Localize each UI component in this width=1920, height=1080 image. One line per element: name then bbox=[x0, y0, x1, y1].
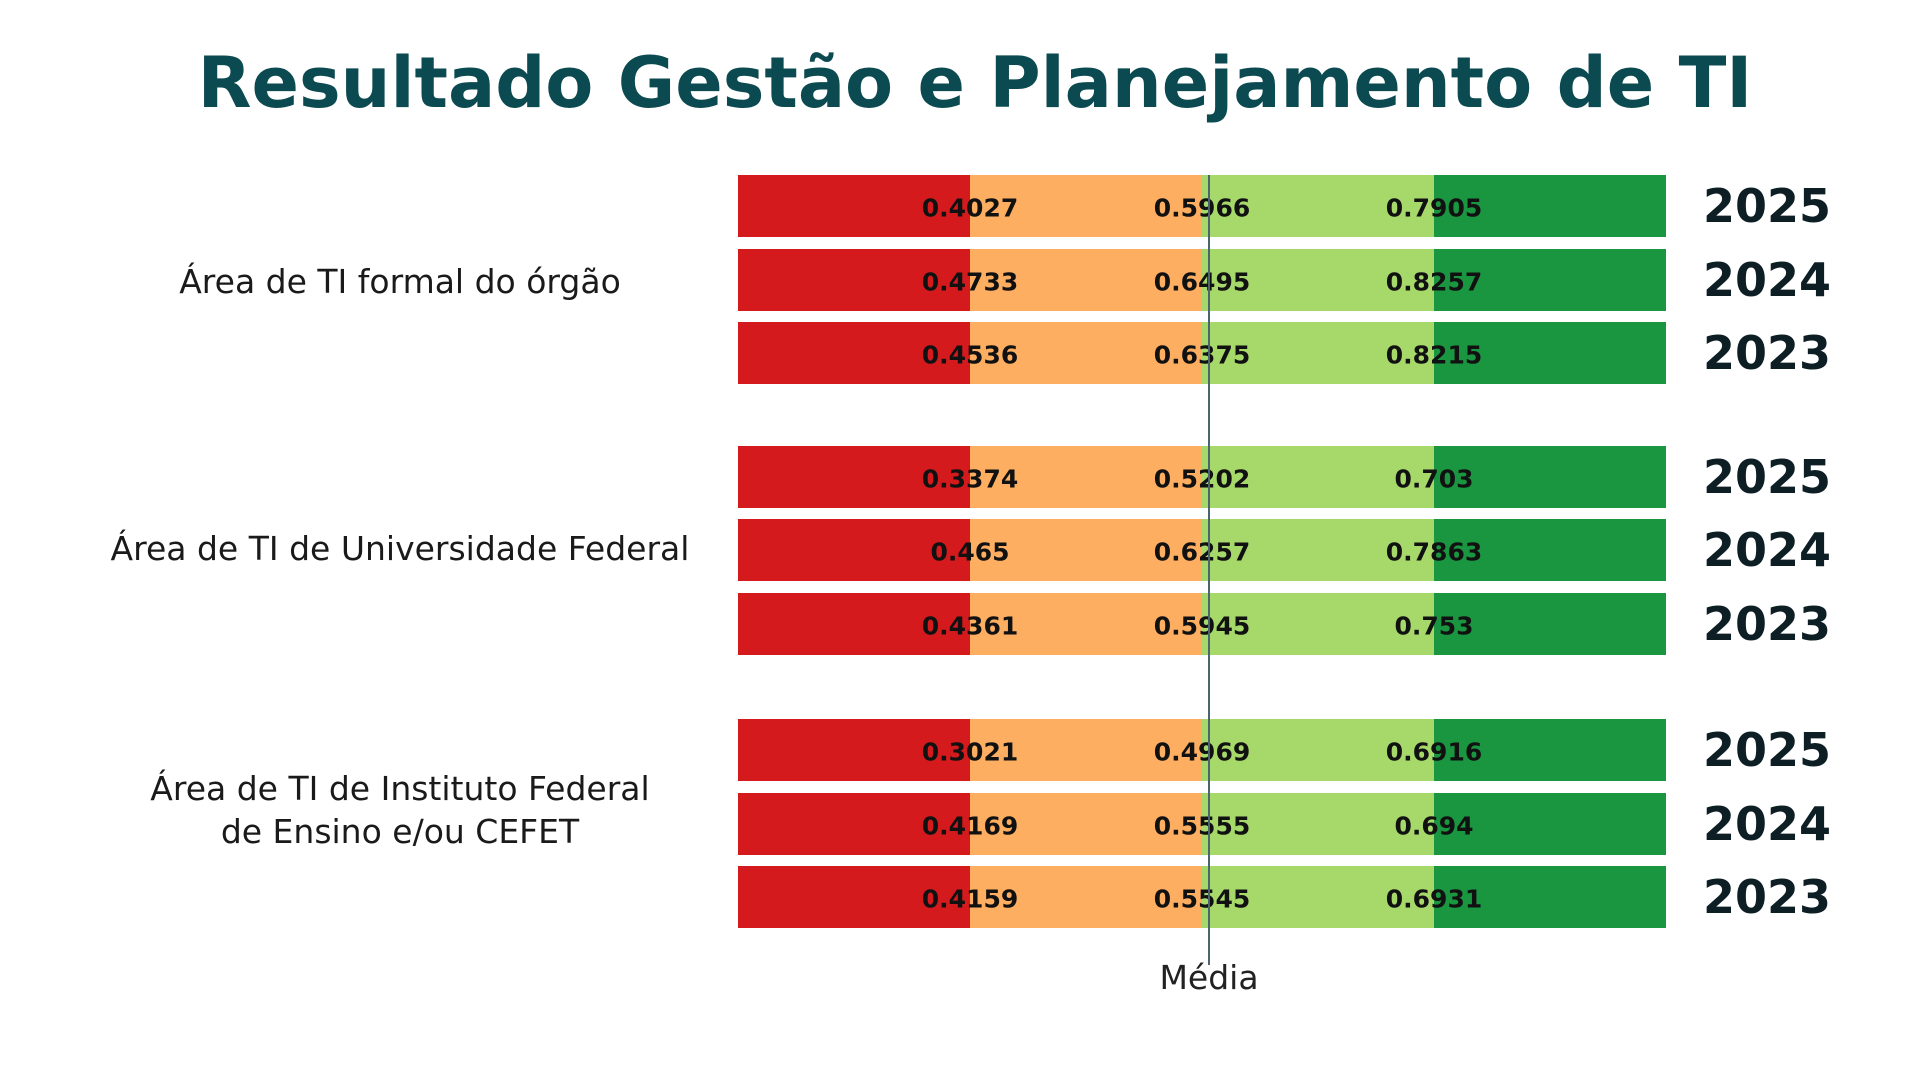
year-label: 2023 bbox=[1702, 326, 1832, 380]
bar-segment bbox=[738, 175, 970, 237]
data-label-q3: 0.7863 bbox=[1385, 537, 1483, 567]
bar-row bbox=[738, 866, 1666, 928]
data-label-q3: 0.8257 bbox=[1385, 267, 1483, 297]
bar-segment bbox=[970, 249, 1202, 311]
bar-row bbox=[738, 446, 1666, 508]
bar-segment bbox=[1434, 866, 1666, 928]
bar-row bbox=[738, 793, 1666, 855]
bar-segment bbox=[738, 719, 970, 781]
data-label-media: 0.5966 bbox=[1153, 193, 1251, 223]
data-label-q1: 0.4536 bbox=[921, 340, 1019, 370]
data-label-q3: 0.6931 bbox=[1385, 884, 1483, 914]
group-label: Área de TI formal do órgão bbox=[179, 261, 621, 301]
data-label-q1: 0.465 bbox=[930, 537, 1010, 567]
year-label: 2024 bbox=[1702, 253, 1832, 307]
data-label-media: 0.5945 bbox=[1153, 611, 1251, 641]
data-label-media: 0.6495 bbox=[1153, 267, 1251, 297]
data-label-media: 0.5555 bbox=[1153, 811, 1251, 841]
bar-segment bbox=[738, 249, 970, 311]
bar-segment bbox=[1202, 519, 1434, 581]
data-label-media: 0.5545 bbox=[1153, 884, 1251, 914]
bar-segment bbox=[1434, 793, 1666, 855]
bar-row bbox=[738, 719, 1666, 781]
bar-segment bbox=[970, 719, 1202, 781]
bar-segment bbox=[1434, 719, 1666, 781]
data-label-q1: 0.4027 bbox=[921, 193, 1019, 223]
data-label-q1: 0.4361 bbox=[921, 611, 1019, 641]
bar-segment bbox=[1202, 593, 1434, 655]
data-label-q3: 0.6916 bbox=[1385, 737, 1483, 767]
bar-segment bbox=[1202, 866, 1434, 928]
bar-segment bbox=[1434, 446, 1666, 508]
year-label: 2023 bbox=[1702, 597, 1832, 651]
year-label: 2025 bbox=[1702, 723, 1832, 777]
bar-segment bbox=[970, 793, 1202, 855]
bar-segment bbox=[1434, 175, 1666, 237]
bar-row bbox=[738, 593, 1666, 655]
chart-title: Resultado Gestão e Planejamento de TI bbox=[197, 42, 1753, 124]
bar-segment bbox=[1202, 719, 1434, 781]
bar-row bbox=[738, 175, 1666, 237]
year-label: 2023 bbox=[1702, 870, 1832, 924]
bar-segment bbox=[1434, 322, 1666, 384]
data-label-q1: 0.4733 bbox=[921, 267, 1019, 297]
data-label-q1: 0.3374 bbox=[921, 464, 1019, 494]
bar-segment bbox=[1202, 446, 1434, 508]
data-label-q3: 0.7905 bbox=[1385, 193, 1483, 223]
bar-segment bbox=[1202, 175, 1434, 237]
data-label-media: 0.4969 bbox=[1153, 737, 1251, 767]
bar-row bbox=[738, 322, 1666, 384]
data-label-q1: 0.4169 bbox=[921, 811, 1019, 841]
bar-segment bbox=[970, 446, 1202, 508]
data-label-media: 0.6257 bbox=[1153, 537, 1251, 567]
bar-segment bbox=[1434, 249, 1666, 311]
median-label: Média bbox=[1159, 958, 1259, 997]
bar-segment bbox=[738, 793, 970, 855]
data-label-q1: 0.4159 bbox=[921, 884, 1019, 914]
bar-segment bbox=[970, 866, 1202, 928]
bar-segment bbox=[1434, 593, 1666, 655]
bar-segment bbox=[738, 519, 970, 581]
group-label: Área de TI de Instituto Federal de Ensin… bbox=[150, 769, 650, 851]
group-label: Área de TI de Universidade Federal bbox=[110, 528, 690, 568]
bar-segment bbox=[738, 593, 970, 655]
bar-segment bbox=[970, 519, 1202, 581]
data-label-q3: 0.694 bbox=[1394, 811, 1474, 841]
data-label-media: 0.6375 bbox=[1153, 340, 1251, 370]
median-reference-line bbox=[1208, 175, 1210, 965]
bar-segment bbox=[1202, 249, 1434, 311]
bar-segment bbox=[1434, 519, 1666, 581]
year-label: 2024 bbox=[1702, 797, 1832, 851]
bar-segment bbox=[738, 446, 970, 508]
data-label-q3: 0.753 bbox=[1394, 611, 1474, 641]
data-label-q1: 0.3021 bbox=[921, 737, 1019, 767]
bar-segment bbox=[738, 322, 970, 384]
bar-segment bbox=[1202, 793, 1434, 855]
bar-row bbox=[738, 519, 1666, 581]
year-label: 2025 bbox=[1702, 179, 1832, 233]
bar-segment bbox=[738, 866, 970, 928]
data-label-q3: 0.703 bbox=[1394, 464, 1474, 494]
bar-segment bbox=[970, 593, 1202, 655]
year-label: 2025 bbox=[1702, 450, 1832, 504]
year-label: 2024 bbox=[1702, 523, 1832, 577]
data-label-media: 0.5202 bbox=[1153, 464, 1251, 494]
data-label-q3: 0.8215 bbox=[1385, 340, 1483, 370]
bar-segment bbox=[1202, 322, 1434, 384]
bar-segment bbox=[970, 175, 1202, 237]
bar-segment bbox=[970, 322, 1202, 384]
bar-row bbox=[738, 249, 1666, 311]
